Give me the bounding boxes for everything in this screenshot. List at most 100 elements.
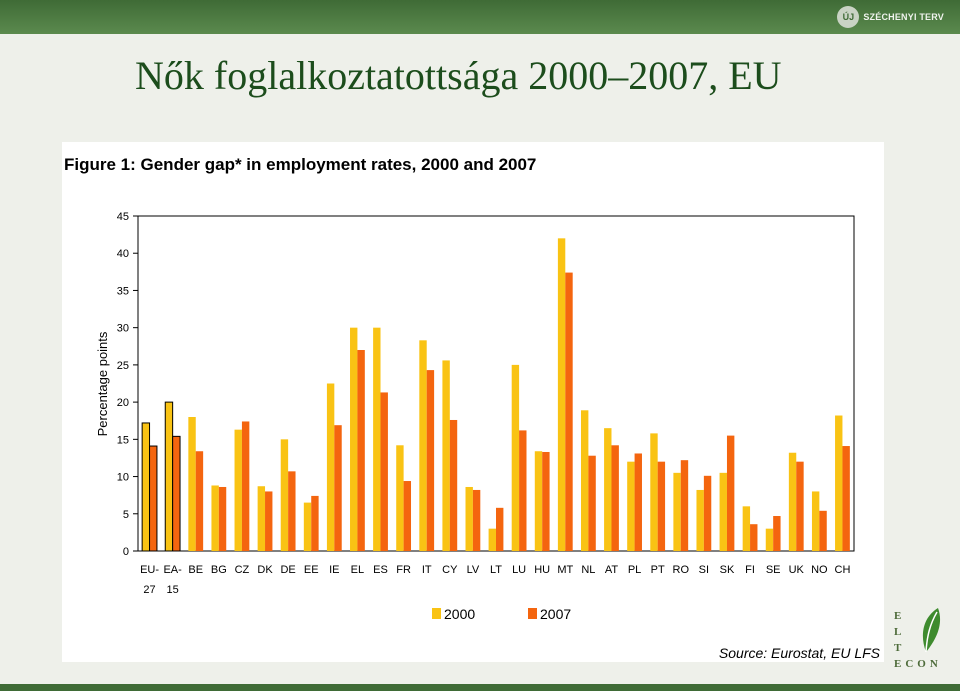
bar-IE-2007	[334, 425, 342, 551]
x-tick-label: DK	[257, 564, 273, 576]
econ-text: ECON	[894, 658, 942, 670]
bar-AT-2000	[604, 428, 612, 551]
x-tick-label: EA-	[163, 564, 182, 576]
gender-gap-chart: Figure 1: Gender gap* in employment rate…	[64, 155, 881, 661]
x-tick-label: FI	[745, 564, 755, 576]
bar-EA-15-2007	[172, 435, 181, 552]
legend-swatch-2000	[432, 608, 441, 619]
x-tick-label: EU-	[140, 564, 159, 576]
leaf-icon	[922, 608, 941, 653]
bar-CH-2007	[842, 446, 850, 551]
legend-label-2007: 2007	[540, 606, 571, 622]
bar-SE-2000	[765, 528, 774, 551]
x-tick-label: 15	[167, 584, 179, 596]
bars	[141, 238, 850, 552]
y-tick-label: 30	[117, 323, 129, 335]
source-note: Source: Eurostat, EU LFS	[719, 645, 881, 661]
bar-FR-2007	[403, 481, 412, 551]
bar-LV-2007	[472, 489, 481, 551]
bar-HU-2007	[542, 451, 550, 551]
x-tick-label: SK	[720, 564, 735, 576]
bar-SI-2000	[696, 489, 704, 551]
bar-EE-2007	[311, 495, 319, 551]
x-tick-label: SE	[766, 564, 781, 576]
bar-NL-2000	[580, 410, 589, 551]
y-tick-label: 45	[117, 211, 129, 223]
x-tick-label: EE	[304, 564, 319, 576]
bar-ES-2007	[380, 392, 388, 551]
legend-swatch-2007	[528, 608, 537, 619]
x-tick-label: BG	[211, 564, 227, 576]
bar-ES-2000	[373, 327, 381, 551]
y-tick-label: 20	[117, 397, 129, 409]
bar-EL-2007	[357, 350, 365, 551]
legend: 2000 2007	[432, 606, 571, 622]
y-axis: 0 5 10 15 20 25 30 35 40 45	[117, 211, 138, 558]
bar-EU-27-2000	[141, 422, 151, 552]
bar-RO-2000	[673, 472, 681, 551]
bar-DE-2007	[288, 471, 296, 551]
bar-CY-2007	[449, 419, 458, 551]
bar-RO-2007	[680, 460, 689, 551]
x-tick-label: SI	[699, 564, 709, 576]
slide-title: Nők foglalkoztatottsága 2000–2007, EU	[135, 53, 782, 98]
header-bar: ÚJ SZÉCHENYI TERV	[0, 0, 960, 34]
uj-logo-icon: ÚJ	[837, 6, 860, 28]
bar-EU-27-2007	[149, 445, 158, 552]
x-tick-label: LU	[512, 564, 526, 576]
bar-EL-2000	[350, 327, 358, 551]
bar-IT-2007	[426, 370, 435, 551]
x-tick-label: LV	[467, 564, 480, 576]
bar-AT-2007	[611, 445, 619, 551]
y-axis-label: Percentage points	[95, 331, 110, 436]
bar-DE-2000	[280, 439, 289, 551]
x-tick-label: ES	[373, 564, 388, 576]
bar-HU-2000	[534, 451, 543, 551]
x-tick-label: CH	[835, 564, 851, 576]
bar-LT-2000	[488, 528, 496, 551]
y-tick-label: 5	[123, 509, 129, 521]
bar-BE-2007	[195, 451, 204, 551]
x-tick-label: IT	[422, 564, 432, 576]
bar-CY-2000	[442, 360, 450, 551]
bar-MT-2007	[565, 272, 573, 551]
legend-label-2000: 2000	[444, 606, 475, 622]
bar-DK-2000	[257, 486, 266, 551]
bar-EA-15-2000	[164, 401, 174, 552]
elte-econ-logo: E L T ECON	[888, 604, 948, 676]
x-tick-label: BE	[188, 564, 203, 576]
y-tick-label: 15	[117, 434, 129, 446]
chart-title: Figure 1: Gender gap* in employment rate…	[64, 155, 536, 174]
x-tick-label: 27	[143, 584, 155, 596]
szechenyi-logo: ÚJ SZÉCHENYI TERV	[837, 3, 944, 31]
x-tick-label: PL	[628, 564, 641, 576]
footer-bar	[0, 684, 960, 691]
bar-FI-2000	[742, 506, 751, 551]
x-tick-label: HU	[534, 564, 550, 576]
x-tick-label: AT	[605, 564, 619, 576]
bar-PL-2007	[634, 453, 642, 551]
bar-NL-2007	[588, 455, 596, 551]
x-tick-label: UK	[789, 564, 805, 576]
y-tick-label: 35	[117, 285, 129, 297]
x-tick-label: LT	[490, 564, 502, 576]
bar-IT-2000	[419, 340, 427, 551]
bar-CZ-2007	[241, 421, 250, 551]
x-axis: EU- 27 EA- 15 BE BG CZ DK DE EE IE EL ES FR IT CY LV LT LU…	[140, 564, 850, 596]
bar-CH-2000	[835, 415, 843, 551]
bar-UK-2007	[796, 461, 804, 551]
bar-PT-2007	[657, 461, 666, 551]
bar-EE-2000	[303, 502, 312, 551]
bar-BG-2000	[211, 485, 219, 551]
bar-NO-2007	[819, 510, 827, 551]
x-tick-label: MT	[557, 564, 573, 576]
x-tick-label: RO	[673, 564, 690, 576]
bar-UK-2000	[788, 452, 797, 551]
elte-letter: T	[894, 642, 903, 654]
x-tick-label: NO	[811, 564, 828, 576]
bar-LU-2007	[519, 430, 527, 551]
elte-letters: E L T	[894, 608, 902, 656]
bar-SI-2007	[703, 475, 712, 551]
y-tick-label: 0	[123, 546, 129, 558]
bar-LT-2007	[496, 507, 504, 551]
